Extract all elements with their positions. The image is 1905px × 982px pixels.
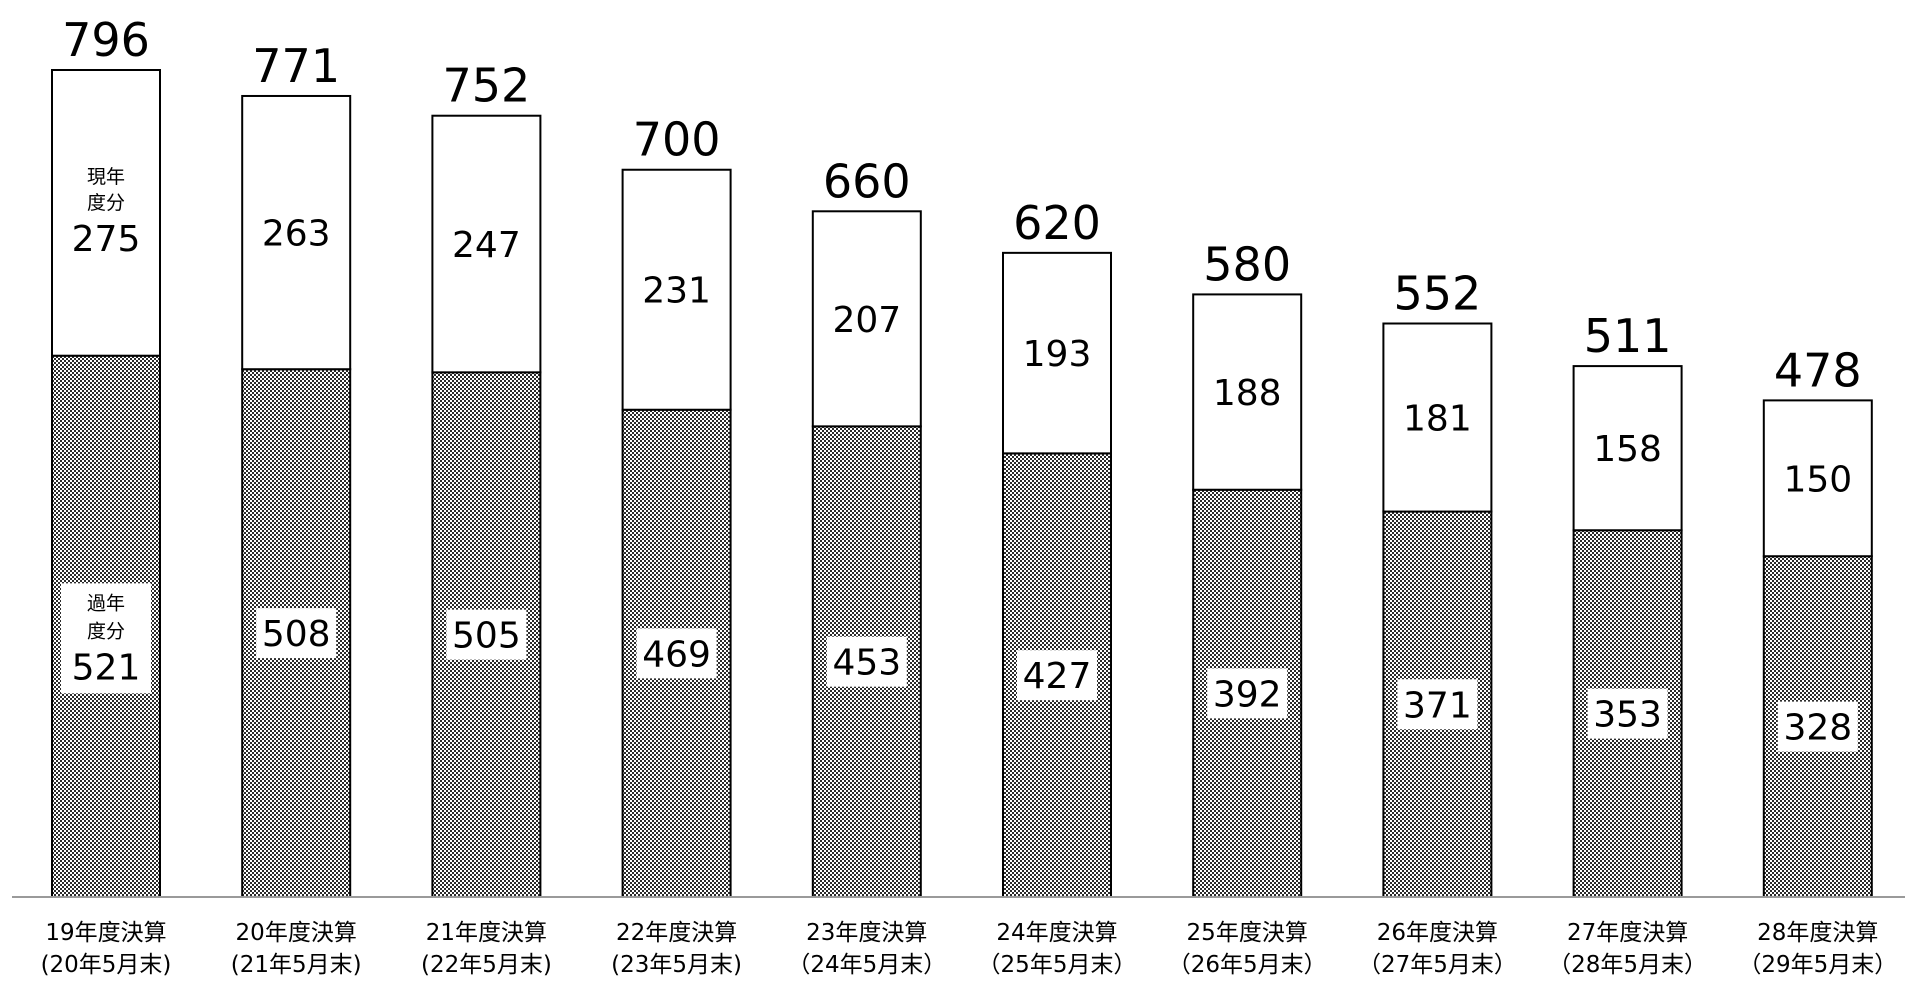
current-year-value-label: 263	[262, 214, 331, 255]
category-tick-label: 28年度決算	[1757, 920, 1878, 946]
category-tick-sublabel: （25年5月末）	[978, 952, 1137, 978]
total-value-label: 660	[823, 154, 911, 208]
current-year-value-label: 275	[72, 219, 141, 260]
bar-segment-current-year	[1192, 293, 1303, 491]
total-value-label: 752	[442, 59, 530, 113]
past-year-label-box	[1777, 701, 1858, 752]
bar-segment-current-year	[51, 69, 161, 357]
past-year-label-box	[1207, 668, 1288, 719]
current-year-value-label: 150	[1783, 459, 1852, 500]
bar-segment-current-year	[1002, 251, 1112, 455]
category-tick-sublabel: (23年5月末)	[611, 952, 742, 978]
past-year-value-label: 392	[1213, 674, 1282, 715]
category-tick-label: 23年度決算	[806, 920, 927, 946]
category-tick-sublabel: (20年5月末)	[41, 952, 172, 978]
current-year-value-label: 188	[1213, 373, 1282, 414]
current-year-series-label: 度分	[87, 192, 125, 214]
category-tick-label: 19年度決算	[45, 920, 166, 946]
past-year-value-label: 469	[642, 634, 711, 675]
current-year-value-label: 181	[1403, 399, 1472, 440]
past-year-value-label: 328	[1783, 708, 1852, 749]
past-year-label-box	[1587, 688, 1668, 739]
category-tick-sublabel: （29年5月末）	[1738, 952, 1897, 978]
current-year-value-label: 231	[642, 271, 711, 312]
category-tick-label: 27年度決算	[1567, 920, 1688, 946]
past-year-value-label: 508	[262, 614, 331, 655]
past-year-label-box	[826, 636, 907, 687]
category-tick-sublabel: （28年5月末）	[1548, 952, 1707, 978]
past-year-label-box	[1397, 679, 1478, 730]
past-year-value-label: 521	[72, 647, 141, 688]
past-year-value-label: 371	[1403, 685, 1472, 726]
bars-layer	[51, 69, 1873, 899]
category-tick-label: 26年度決算	[1377, 920, 1498, 946]
past-year-label-box	[636, 628, 717, 679]
category-tick-sublabel: （26年5月末）	[1168, 952, 1327, 978]
current-year-series-label: 現年	[87, 166, 125, 188]
bar-segment-current-year	[1382, 322, 1493, 513]
bar-segment-current-year	[1572, 365, 1683, 532]
bar-segment-current-year	[811, 210, 922, 428]
total-value-label: 796	[62, 13, 150, 67]
past-year-value-label: 505	[452, 616, 521, 657]
bar-segment-current-year	[1762, 399, 1873, 558]
category-tick-label: 20年度決算	[236, 920, 357, 946]
total-value-label: 771	[252, 39, 340, 93]
past-year-value-label: 453	[832, 643, 901, 684]
category-tick-sublabel: （27年5月末）	[1358, 952, 1517, 978]
past-year-series-label: 度分	[87, 620, 125, 642]
category-tick-label: 22年度決算	[616, 920, 737, 946]
total-value-label: 511	[1584, 309, 1672, 363]
past-year-value-label: 353	[1593, 695, 1662, 736]
past-year-value-label: 427	[1023, 656, 1092, 697]
total-value-label: 478	[1774, 343, 1862, 397]
bar-segment-current-year	[621, 168, 732, 411]
total-value-label: 552	[1393, 267, 1481, 321]
current-year-value-label: 193	[1023, 334, 1092, 375]
category-tick-label: 21年度決算	[426, 920, 547, 946]
total-value-label: 700	[633, 113, 721, 167]
total-value-label: 580	[1203, 237, 1291, 291]
current-year-value-label: 247	[452, 225, 521, 266]
bar-segment-current-year	[431, 114, 542, 374]
past-year-label-box	[61, 583, 151, 694]
past-year-label-box	[1017, 650, 1097, 701]
labels-layer: 796現年度分275過年度分52119年度決算(20年5月末)771263508…	[41, 13, 1898, 978]
past-year-label-box	[446, 609, 527, 660]
current-year-value-label: 158	[1593, 429, 1662, 470]
category-tick-sublabel: (21年5月末)	[231, 952, 362, 978]
category-tick-sublabel: （24年5月末）	[787, 952, 946, 978]
category-tick-label: 25年度決算	[1187, 920, 1308, 946]
current-year-value-label: 207	[832, 300, 901, 341]
total-value-label: 620	[1013, 196, 1101, 250]
past-year-series-label: 過年	[87, 592, 125, 614]
bar-segment-current-year	[241, 94, 352, 371]
category-tick-label: 24年度決算	[996, 920, 1117, 946]
past-year-label-box	[256, 608, 337, 659]
category-tick-sublabel: (22年5月末)	[421, 952, 552, 978]
